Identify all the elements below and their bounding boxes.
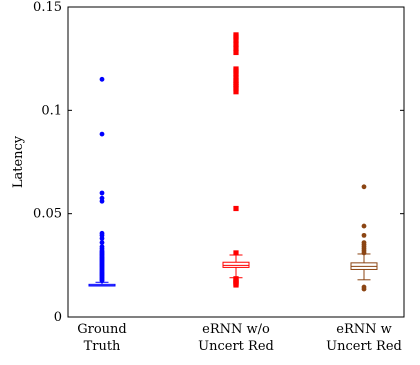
outlier-point	[361, 240, 367, 246]
x-tick-label: Uncert Red	[198, 339, 274, 354]
outlier-point	[233, 49, 239, 56]
y-tick-label: 0.05	[33, 207, 62, 222]
y-axis-label: Latency	[11, 135, 26, 188]
outlier-point	[361, 223, 367, 229]
outlier-point	[99, 244, 105, 250]
outlier-point	[233, 205, 239, 212]
outlier-point	[99, 240, 105, 246]
x-tick-label: eRNN w/o	[202, 322, 270, 337]
y-tick-label: 0.15	[33, 0, 62, 15]
outlier-point	[233, 276, 239, 282]
outlier-point	[361, 184, 367, 190]
outlier-point	[99, 190, 105, 196]
outlier-point	[233, 74, 239, 80]
y-tick-label: 0	[54, 310, 62, 325]
outlier-point	[233, 45, 239, 51]
box-iqr	[222, 261, 250, 268]
y-axis-ticks: 0 0.05 0.1 0.15	[33, 0, 404, 325]
outlier-point	[361, 284, 367, 290]
outlier-point	[99, 230, 105, 236]
box-series	[88, 32, 378, 292]
plot-frame	[67, 6, 405, 318]
y-tick-label: 0.1	[41, 103, 62, 118]
outlier-point	[233, 250, 239, 256]
outlier-point	[361, 232, 367, 238]
outlier-point	[99, 131, 105, 137]
box-group	[350, 184, 378, 292]
x-axis-tick-labels: Ground Truth eRNN w/o Uncert Red eRNN w Uncer…	[77, 322, 402, 354]
outlier-point	[233, 71, 239, 77]
x-tick-label: eRNN w	[336, 322, 392, 337]
outlier-point	[99, 195, 105, 201]
outlier-point	[233, 37, 239, 43]
box-group	[88, 76, 116, 287]
outlier-point	[233, 89, 239, 95]
x-tick-label: Uncert Red	[326, 339, 402, 354]
outlier-point	[233, 77, 239, 83]
outlier-point	[233, 66, 239, 72]
box-group	[222, 32, 250, 288]
outlier-point	[233, 32, 239, 38]
outlier-point	[233, 41, 239, 47]
x-tick-label: Truth	[84, 339, 121, 354]
x-tick-label: Ground	[77, 322, 127, 337]
outlier-point	[99, 76, 105, 82]
